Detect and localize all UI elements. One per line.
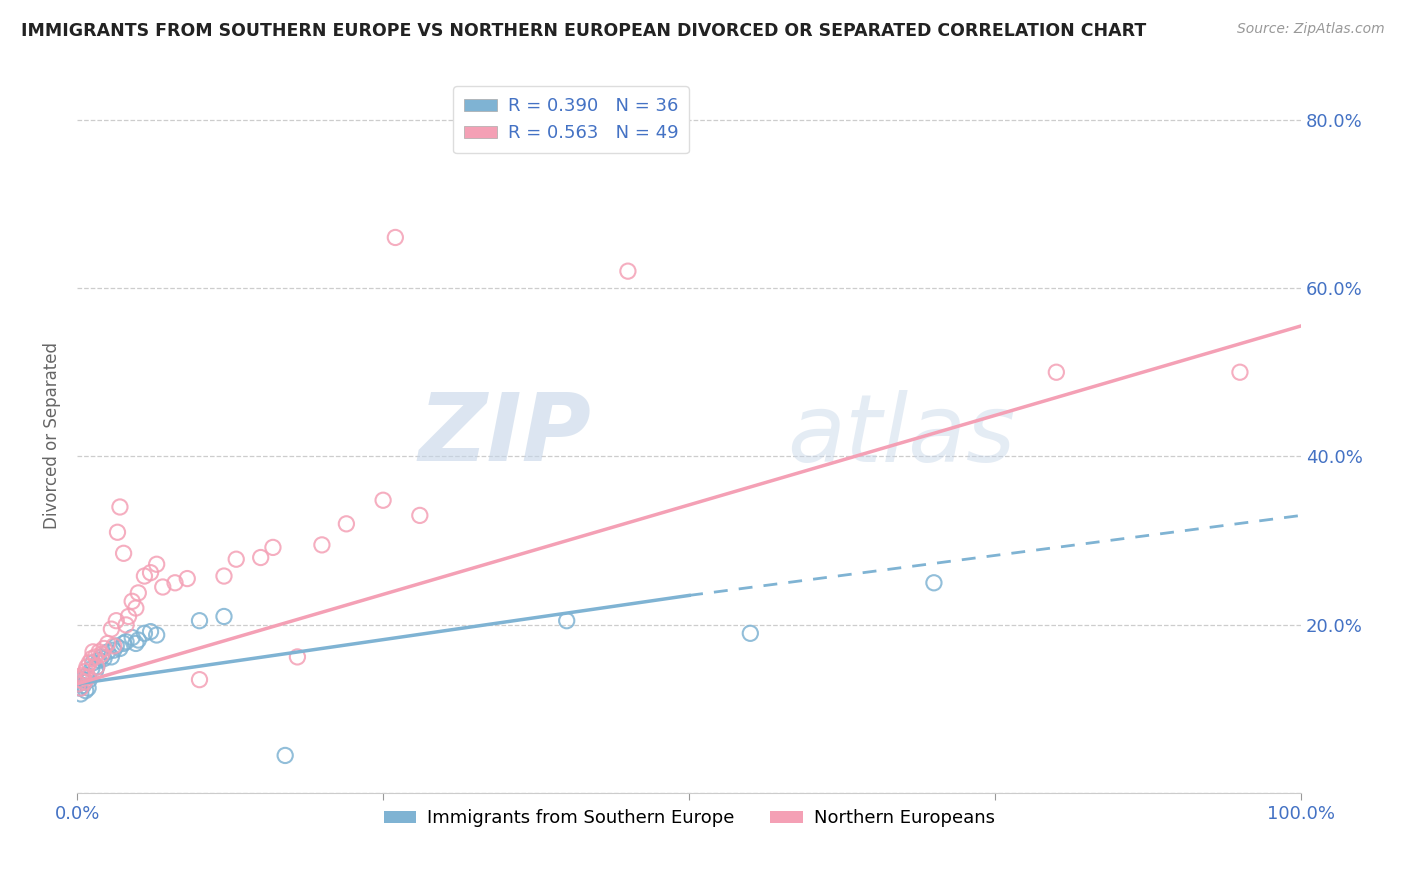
Point [212, 609, 235, 624]
Point [103, 643, 125, 657]
Point [1229, 365, 1251, 379]
Point [134, 626, 156, 640]
Point [73, 675, 96, 690]
Point [152, 580, 174, 594]
Point [69, 673, 91, 687]
Point [384, 230, 406, 244]
Point [72, 679, 94, 693]
Point [76, 660, 98, 674]
Point [262, 541, 284, 555]
Point [69, 687, 91, 701]
Point [93, 641, 115, 656]
Point [70, 673, 93, 687]
Y-axis label: Divorced or Separated: Divorced or Separated [44, 342, 60, 529]
Legend: Immigrants from Southern Europe, Northern Europeans: Immigrants from Southern Europe, Norther… [377, 802, 1002, 834]
Point [555, 614, 578, 628]
Point [121, 594, 143, 608]
Point [69, 681, 91, 695]
Point [103, 639, 125, 653]
Point [225, 552, 247, 566]
Point [89, 653, 111, 667]
Point [107, 525, 129, 540]
Text: IMMIGRANTS FROM SOUTHERN EUROPE VS NORTHERN EUROPEAN DIVORCED OR SEPARATED CORRE: IMMIGRANTS FROM SOUTHERN EUROPE VS NORTH… [21, 22, 1146, 40]
Point [287, 649, 309, 664]
Point [67, 677, 90, 691]
Point [100, 649, 122, 664]
Point [922, 575, 945, 590]
Point [176, 572, 198, 586]
Point [75, 683, 97, 698]
Point [127, 633, 149, 648]
Point [163, 575, 186, 590]
Point [69, 681, 91, 695]
Point [145, 558, 167, 572]
Point [617, 264, 640, 278]
Point [80, 662, 103, 676]
Point [125, 601, 148, 615]
Point [1045, 365, 1067, 379]
Point [740, 626, 762, 640]
Point [90, 648, 112, 662]
Point [84, 664, 107, 678]
Point [108, 641, 131, 656]
Point [90, 649, 112, 664]
Point [93, 651, 115, 665]
Point [139, 566, 162, 580]
Point [100, 622, 122, 636]
Point [72, 670, 94, 684]
Point [105, 614, 128, 628]
Point [97, 645, 120, 659]
Point [82, 656, 104, 670]
Point [86, 660, 108, 674]
Point [89, 645, 111, 659]
Point [335, 516, 357, 531]
Point [127, 586, 149, 600]
Point [73, 675, 96, 690]
Point [121, 631, 143, 645]
Point [84, 649, 107, 664]
Point [75, 664, 97, 678]
Point [145, 628, 167, 642]
Point [108, 500, 131, 514]
Point [188, 673, 211, 687]
Point [79, 673, 101, 687]
Point [77, 670, 100, 684]
Point [80, 651, 103, 665]
Point [112, 636, 135, 650]
Point [125, 636, 148, 650]
Point [139, 624, 162, 639]
Point [115, 634, 138, 648]
Point [249, 550, 271, 565]
Point [82, 645, 104, 659]
Point [311, 538, 333, 552]
Text: Source: ZipAtlas.com: Source: ZipAtlas.com [1237, 22, 1385, 37]
Point [112, 546, 135, 560]
Point [409, 508, 432, 523]
Point [371, 493, 394, 508]
Point [188, 614, 211, 628]
Point [70, 668, 93, 682]
Point [105, 639, 128, 653]
Point [274, 748, 297, 763]
Point [97, 636, 120, 650]
Point [77, 681, 100, 695]
Point [86, 660, 108, 674]
Point [76, 668, 98, 682]
Point [212, 569, 235, 583]
Point [79, 656, 101, 670]
Text: atlas: atlas [787, 390, 1015, 481]
Point [134, 569, 156, 583]
Point [67, 677, 90, 691]
Text: ZIP: ZIP [419, 390, 591, 482]
Point [117, 609, 139, 624]
Point [115, 618, 138, 632]
